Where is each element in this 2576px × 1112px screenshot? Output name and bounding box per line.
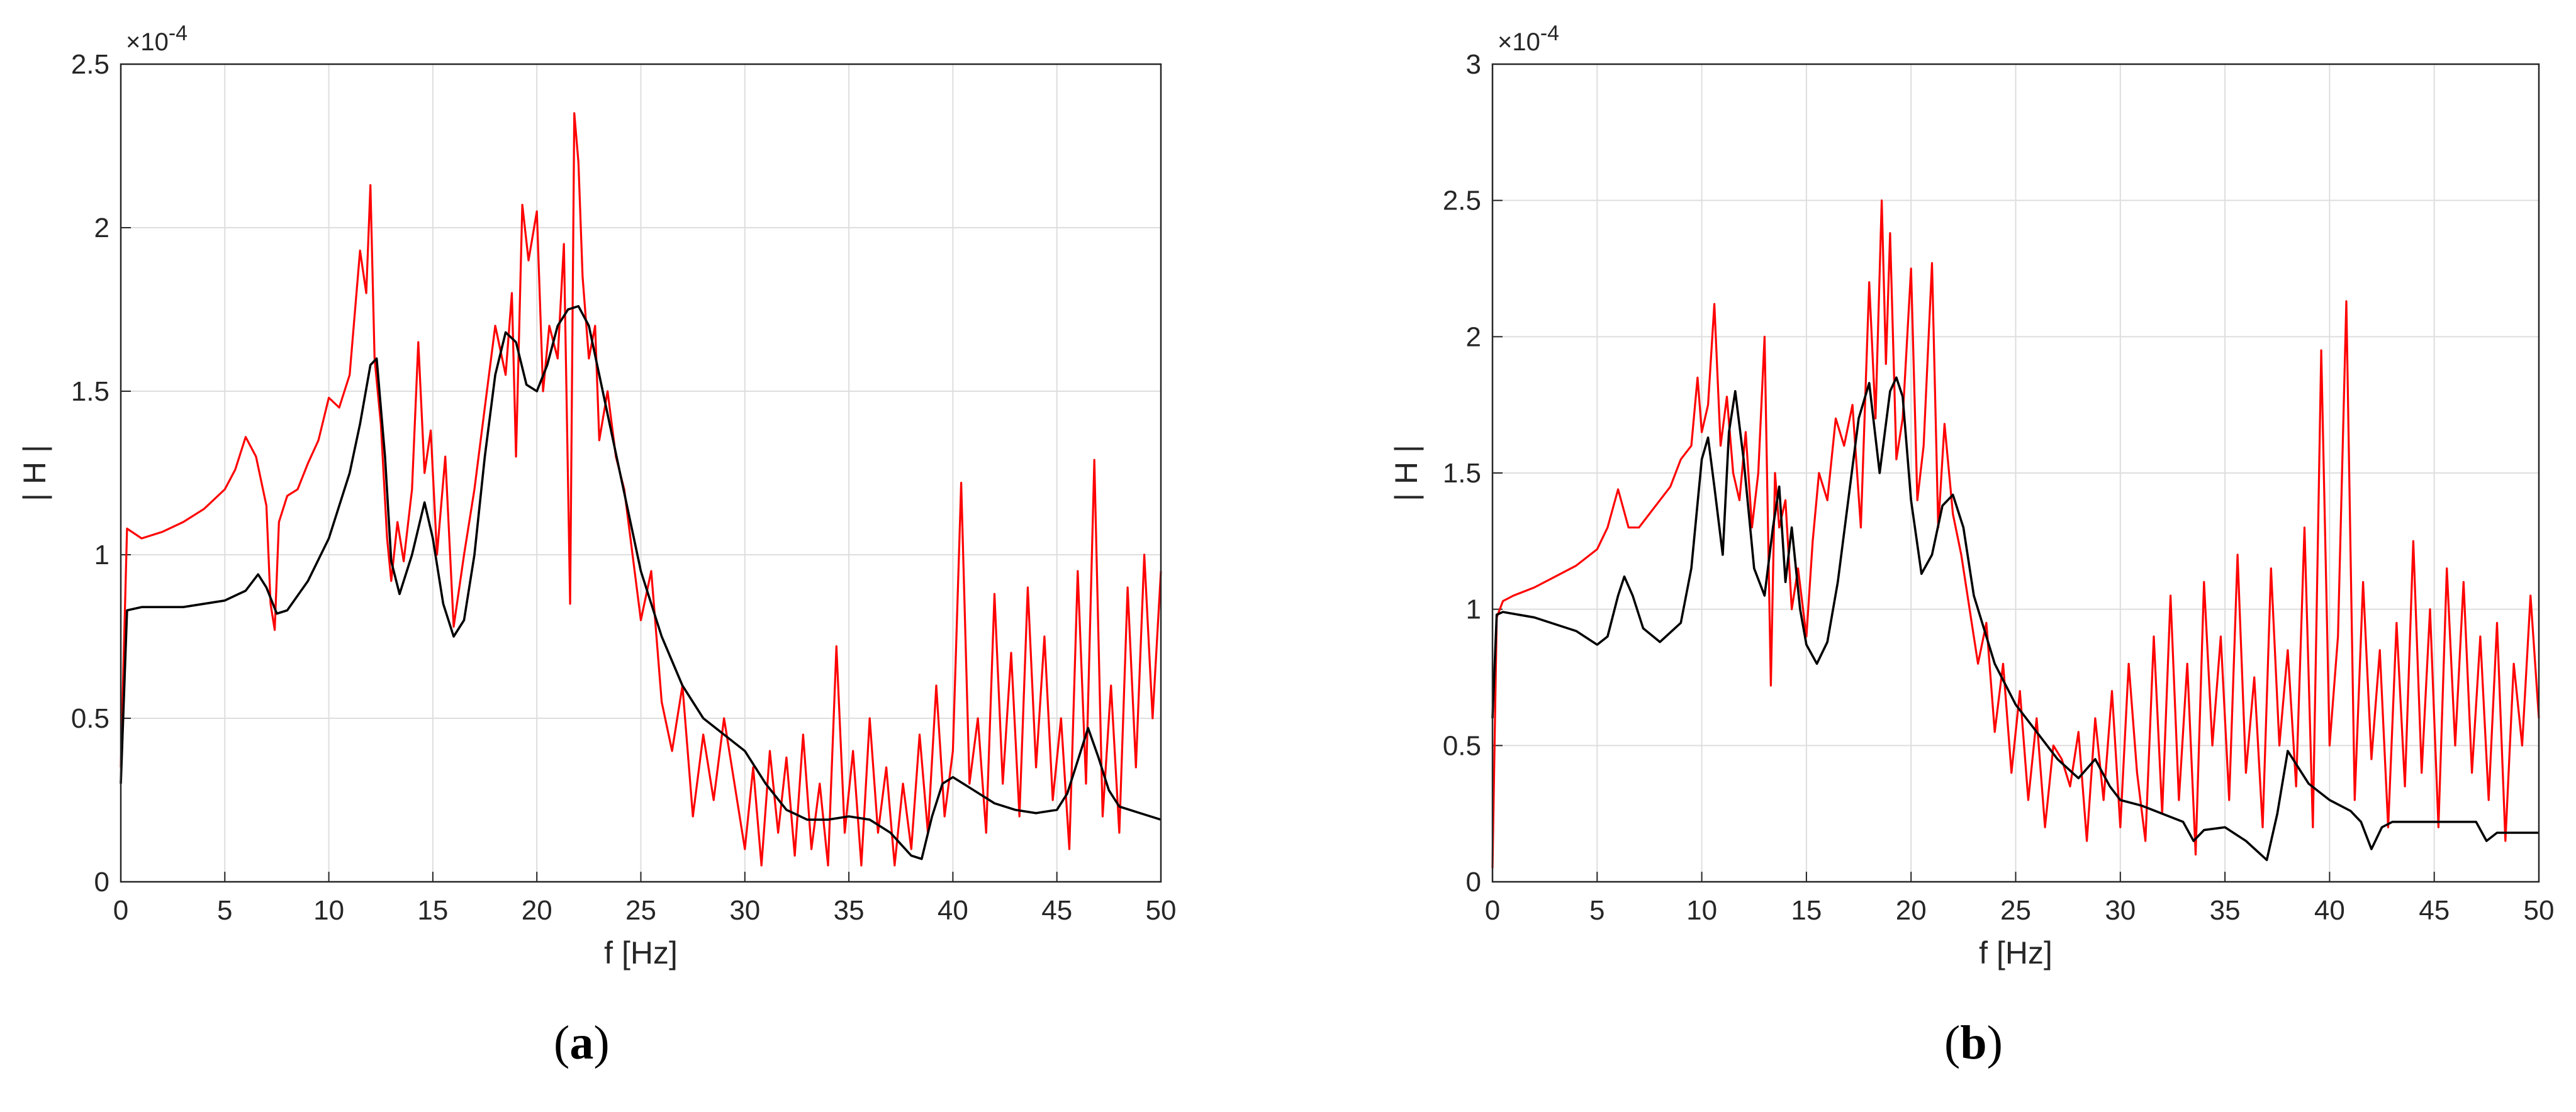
chart1-x-tick-label: 10: [1686, 895, 1717, 926]
chart0-x-tick-label: 0: [113, 895, 128, 926]
chart1-x-tick-label: 20: [1896, 895, 1927, 926]
chart0-x-tick-label: 10: [313, 895, 344, 926]
chart1-series-black-line: [1491, 376, 2539, 862]
chart-panel-b: 0 5 10 15 20 25 30 35 40 45 50 0 0.5 1 1.5 2 2.5 3 ×10-4 f …: [1378, 0, 2576, 1112]
chart1-y-tick-label: 0.5: [1443, 730, 1481, 761]
chart0-x-tick-label: 35: [834, 895, 865, 926]
chart1-y-tick-label: 1: [1466, 594, 1481, 625]
chart0-y-exponent-label: ×10-4: [126, 21, 188, 56]
chart0-y-tick-label: 2.5: [71, 49, 109, 80]
chart1-y-tick-label: 3: [1466, 49, 1481, 80]
chart1-x-tick-label: 50: [2524, 895, 2555, 926]
chart0-x-tick-label: 15: [417, 895, 448, 926]
chart1-x-tick-label: 25: [2000, 895, 2031, 926]
chart1-x-tick-label: 40: [2314, 895, 2345, 926]
chart0-x-tick-label: 5: [217, 895, 232, 926]
chart1-series-red-line: [1491, 199, 2540, 869]
chart1-axes-frame: [1491, 63, 2540, 883]
chart0-x-tick-label: 50: [1146, 895, 1177, 926]
chart1-x-tick-label: 35: [2210, 895, 2241, 926]
caption-b-letter: b: [1960, 1016, 1987, 1069]
chart0-y-axis-label: | H |: [17, 445, 52, 501]
chart1-x-tick-label: 30: [2105, 895, 2136, 926]
chart1-y-axis-label: | H |: [1389, 445, 1424, 501]
chart1-y-tick-label: 0: [1466, 867, 1481, 898]
chart1-x-tick-label: 5: [1589, 895, 1604, 926]
chart-a-svg: 0 5 10 15 20 25 30 35 40 45 50 0 0.5 1 1.5 2 2.5 ×10-4 f […: [17, 21, 1177, 970]
chart0-y-tick-label: 0: [94, 867, 109, 898]
chart1-x-tick-label: 45: [2419, 895, 2450, 926]
chart1-y-tick-label: 2: [1466, 321, 1481, 352]
chart-b-svg: 0 5 10 15 20 25 30 35 40 45 50 0 0.5 1 1.5 2 2.5 3 ×10-4 f …: [1389, 21, 2555, 970]
chart0-x-tick-label: 45: [1041, 895, 1072, 926]
chart1-x-axis-label: f [Hz]: [1979, 935, 2052, 970]
caption-a-letter: a: [569, 1016, 594, 1069]
chart0-series-red-line: [120, 112, 1162, 867]
chart1-y-tick-label: 1.5: [1443, 458, 1481, 489]
chart0-x-tick-label: 30: [729, 895, 760, 926]
chart0-x-tick-label: 40: [938, 895, 968, 926]
chart0-x-axis-label: f [Hz]: [604, 935, 678, 970]
chart0-x-tick-label: 25: [625, 895, 656, 926]
chart0-y-tick-label: 1: [94, 540, 109, 570]
caption-b: (b): [1944, 1016, 2003, 1069]
caption-a: (a): [554, 1016, 610, 1069]
chart-panel-a: 0 5 10 15 20 25 30 35 40 45 50 0 0.5 1 1.5 2 2.5 ×10-4 f […: [0, 0, 1196, 1112]
chart0-y-tick-label: 1.5: [71, 376, 109, 407]
chart0-y-tick-label: 2: [94, 213, 109, 243]
chart0-axes-frame: [120, 63, 1162, 883]
chart1-y-tick-label: 2.5: [1443, 186, 1481, 216]
chart1-x-tick-label: 15: [1791, 895, 1822, 926]
chart0-x-tick-label: 20: [522, 895, 552, 926]
chart0-series-black-line: [120, 304, 1162, 860]
chart0-y-tick-label: 0.5: [71, 703, 109, 734]
chart1-y-exponent-label: ×10-4: [1498, 21, 1559, 56]
chart1-x-tick-label: 0: [1485, 895, 1500, 926]
